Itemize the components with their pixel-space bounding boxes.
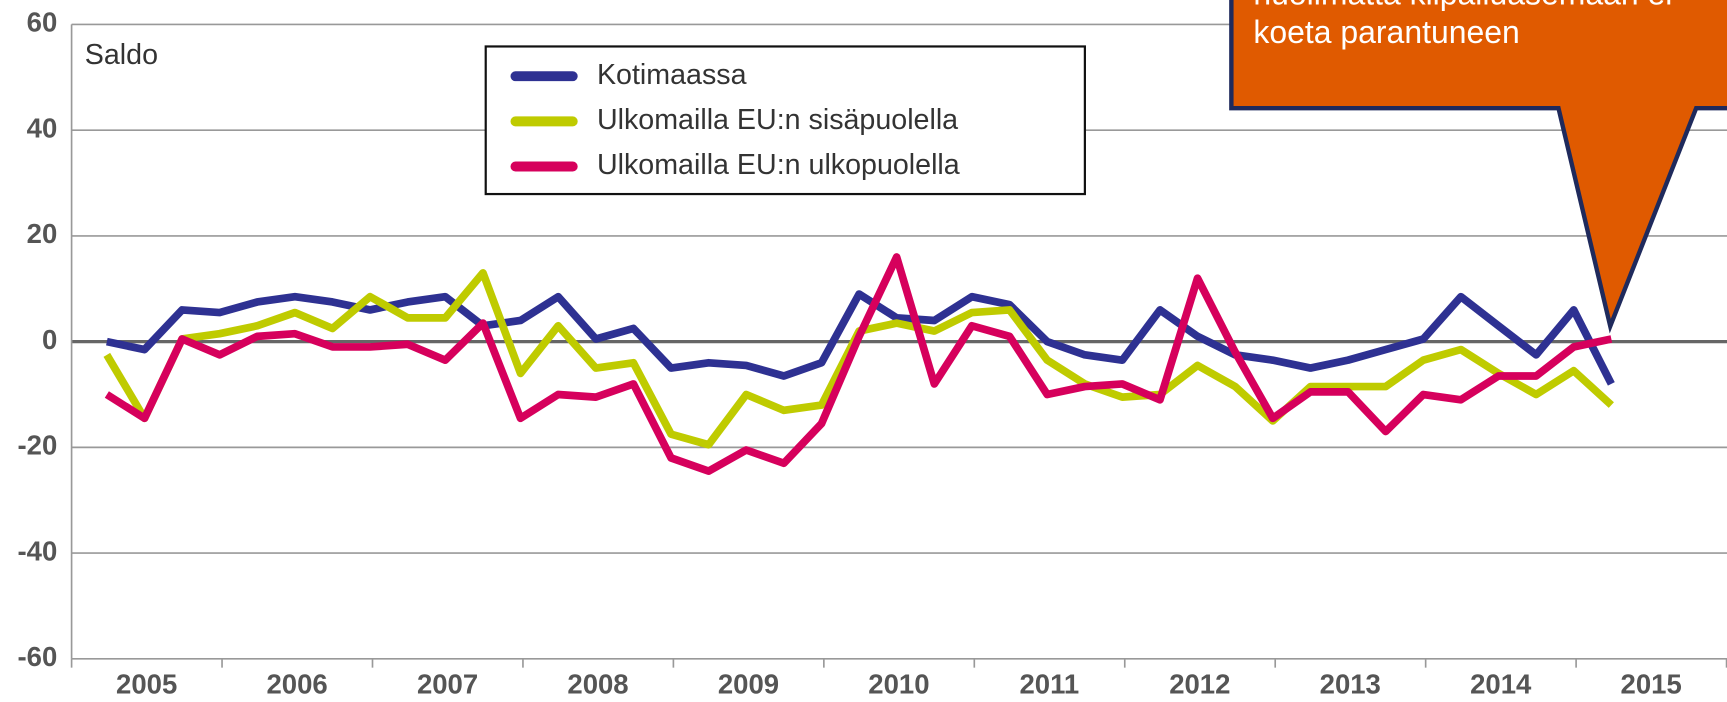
legend-label: Ulkomailla EU:n sisäpuolella	[597, 104, 958, 136]
y-tick-label: -60	[17, 641, 57, 672]
x-tick-label: 2015	[1621, 669, 1682, 700]
x-tick-label: 2007	[417, 669, 478, 700]
x-tick-label: 2011	[1020, 669, 1080, 700]
y-tick-label: 60	[27, 7, 58, 38]
legend-label: Kotimaassa	[597, 59, 747, 91]
y-axis-label: Saldo	[85, 39, 158, 71]
x-tick-label: 2012	[1169, 669, 1230, 700]
x-tick-label: 2009	[718, 669, 779, 700]
x-tick-label: 2013	[1320, 669, 1381, 700]
legend-box	[484, 45, 1086, 196]
y-tick-label: 20	[27, 218, 58, 249]
y-tick-label: 0	[42, 324, 57, 355]
legend: Kotimaassa Ulkomailla EU:n sisäpuolella Ul…	[510, 59, 960, 181]
x-tick-label: 2010	[868, 669, 929, 700]
x-tick-label: 2006	[266, 669, 327, 700]
y-tick-label: -20	[17, 430, 57, 461]
plot-area: -60 -40 -20 0 20 40 60 2005 2006 2007 2008 2009 2010…	[17, 7, 1727, 700]
callout-text: huolimatta kilpailuasemaan ei	[1253, 0, 1672, 11]
y-tick-label: 40	[27, 112, 58, 143]
x-tick-label: 2014	[1470, 669, 1532, 700]
legend-label: Ulkomailla EU:n ulkopuolella	[597, 149, 960, 181]
line-series	[104, 253, 1613, 476]
y-tick-label: -40	[17, 535, 57, 566]
x-tick-label: 2005	[116, 669, 177, 700]
x-tick-label: 2008	[567, 669, 628, 700]
callout-text: koeta parantuneen	[1253, 14, 1519, 50]
callout: huolimatta kilpailuasemaan ei koeta para…	[1229, 0, 1727, 334]
